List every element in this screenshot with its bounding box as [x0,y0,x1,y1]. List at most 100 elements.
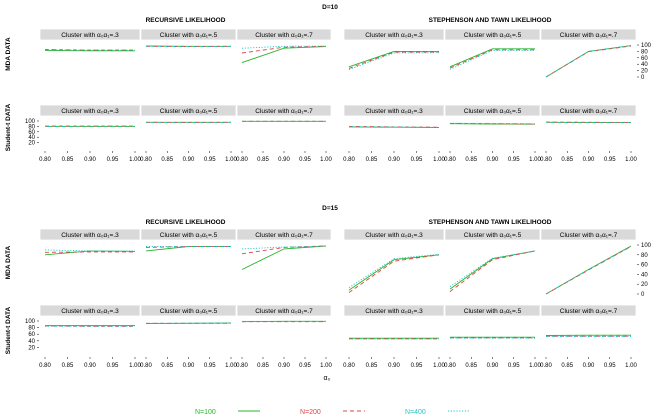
y-tick-label: 20 [28,345,35,351]
legend-label: N=400 [405,409,426,416]
panel-strip [343,304,445,317]
strip-label: Cluster with α₀α₁=.7 [255,232,313,239]
strip-label: Cluster with α₀α₁=.7 [560,232,618,239]
x-tick-label: 0.85 [465,363,477,369]
x-tick-label: 0.95 [411,157,423,163]
x-tick-label: 0.80 [444,157,456,163]
panel-strip [39,28,141,41]
panel-strip [236,228,332,241]
y-tick-label: 60 [28,130,35,136]
panel-strip [39,228,141,241]
x-tick-label: 0.85 [161,157,173,163]
x-tick-label: 0.95 [299,157,311,163]
x-axis-label: α₀ [324,375,331,382]
x-tick-label: 0.80 [39,363,51,369]
panel-strip [140,304,237,317]
x-tick-label: 0.85 [561,363,573,369]
panel-strip [444,104,541,117]
series-line [348,52,440,71]
y-tick-label: 60 [641,263,648,269]
method-title: RECURSIVE LIKELIHOOD [146,219,226,226]
x-tick-label: 0.85 [161,363,173,369]
method-title: RECURSIVE LIKELIHOOD [146,17,226,24]
panel-strip [140,228,237,241]
x-tick-label: 0.95 [107,363,119,369]
x-tick-label: 0.95 [299,363,311,369]
panel-strip [444,228,541,241]
series-line [348,254,440,291]
y-tick-label: 100 [641,243,652,249]
strip-label: Cluster with α₀α₁=.7 [255,32,313,39]
y-tick-label: 80 [641,49,648,55]
x-tick-label: 0.85 [257,157,269,163]
x-tick-label: 1.00 [320,157,332,163]
x-tick-label: 1.00 [529,157,541,163]
panel-strip [540,104,637,117]
x-tick-label: 1.00 [625,157,637,163]
series-line [545,45,632,78]
x-tick-label: 0.95 [508,157,520,163]
y-tick-label: 60 [28,332,35,338]
panel-strip [39,104,141,117]
strip-label: Cluster with α₀α₁=.3 [61,232,119,239]
x-tick-label: 1.00 [529,363,541,369]
row-label: MDA DATA [5,245,12,279]
series-line [348,126,440,128]
x-tick-label: 0.95 [204,157,216,163]
panel-strip [343,228,445,241]
x-tick-label: 1.00 [225,363,237,369]
x-tick-label: 0.95 [411,363,423,369]
strip-label: Cluster with α₀α₁=.3 [365,32,423,39]
panel-strip [343,28,445,41]
panel-strip [140,104,237,117]
x-tick-label: 0.90 [487,157,499,163]
series-line [348,50,439,68]
strip-label: Cluster with α₀α₁=.5 [160,108,218,115]
strip-label: Cluster with α₀α₁=.7 [560,108,618,115]
x-tick-label: 0.85 [62,363,74,369]
strip-label: Cluster with α₀α₁=.5 [464,308,522,315]
strip-label: Cluster with α₀α₁=.3 [61,32,119,39]
x-tick-label: 0.90 [388,363,400,369]
x-tick-label: 0.85 [62,157,74,163]
x-tick-label: 0.80 [39,157,51,163]
y-tick-label: 40 [641,62,648,68]
panel-strip [444,304,541,317]
y-tick-label: 80 [28,124,35,130]
strip-label: Cluster with α₀α₁=.5 [160,232,218,239]
strip-label: Cluster with α₀α₁=.3 [61,108,119,115]
strip-label: Cluster with α₀α₁=.7 [255,308,313,315]
x-tick-label: 0.95 [604,363,616,369]
x-tick-label: 1.00 [433,363,445,369]
series-line [449,250,536,287]
panel-strip [236,28,332,41]
method-title: STEPHENSON AND TAWN LIKELIHOOD [429,17,552,24]
y-tick-label: 40 [28,135,35,141]
panel-strip [140,28,237,41]
series-line [449,49,535,69]
x-tick-label: 0.90 [487,363,499,369]
series-line [545,246,632,295]
y-tick-label: 20 [641,69,648,75]
x-tick-label: 0.80 [343,363,355,369]
series-line [145,246,231,252]
x-tick-label: 0.90 [583,363,595,369]
strip-label: Cluster with α₀α₁=.5 [464,232,522,239]
y-tick-label: 40 [641,272,648,278]
x-tick-label: 0.90 [278,157,290,163]
y-tick-label: 40 [28,339,35,345]
y-tick-label: 60 [641,56,648,62]
series-line [449,250,536,290]
block-title: D=10 [322,4,338,11]
x-tick-label: 0.80 [540,363,552,369]
x-tick-label: 0.80 [236,363,248,369]
strip-label: Cluster with α₀α₁=.3 [365,308,423,315]
series-line [449,122,536,125]
series-line [44,249,135,252]
series-line [241,245,327,250]
block-title: D=15 [322,205,338,212]
x-tick-label: 0.80 [444,363,456,369]
series-line [449,49,535,70]
legend-label: N=100 [195,409,216,416]
